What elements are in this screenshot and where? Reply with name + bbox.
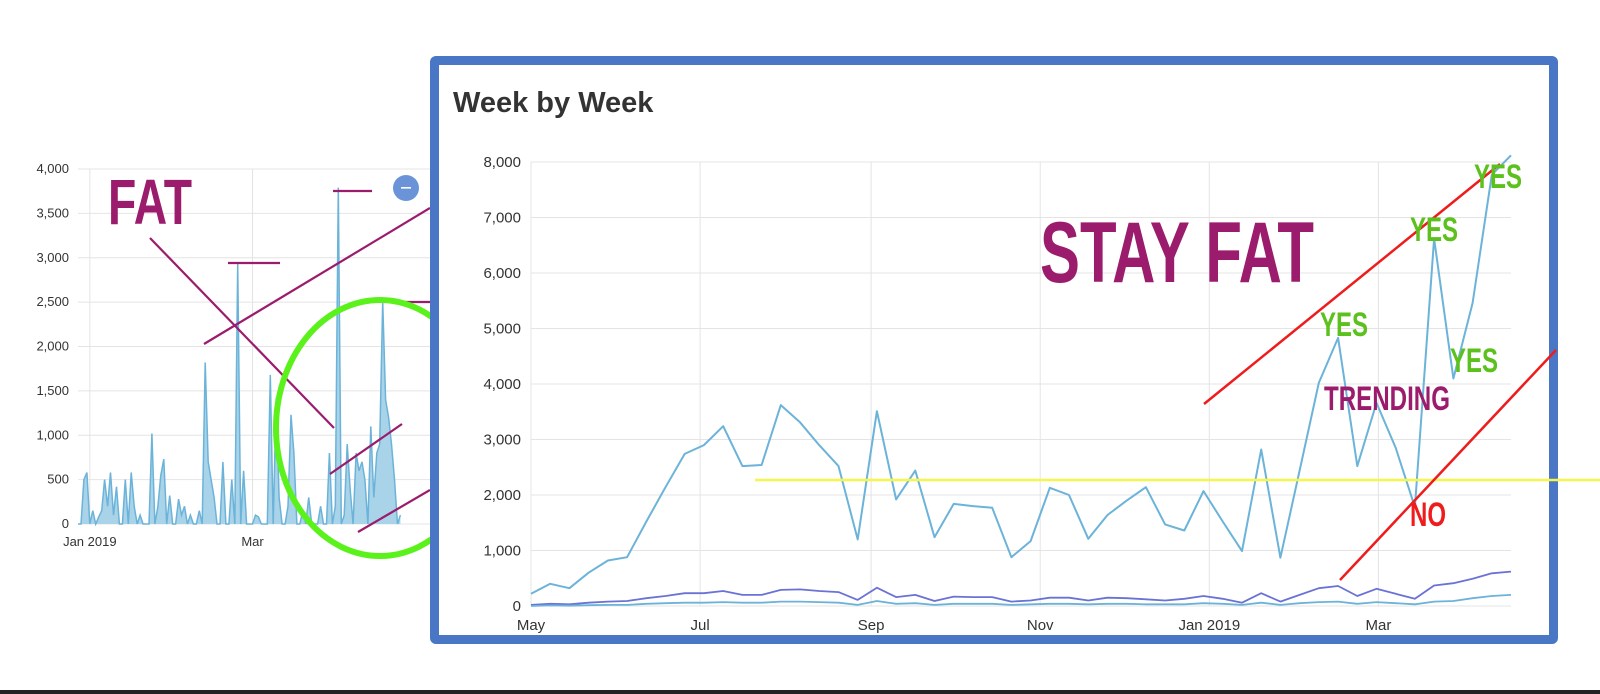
- annotation-trend-line-2: [357, 489, 430, 533]
- y-tick-label: 0: [513, 598, 521, 615]
- y-tick-label: 0: [62, 516, 69, 531]
- panel-title: Week by Week: [453, 87, 654, 119]
- daily-chart: 05001,0001,5002,0002,5003,0003,5004,000 …: [36, 161, 430, 559]
- x-tick-label: Nov: [1027, 617, 1054, 634]
- x-tick-label: Jan 2019: [63, 534, 117, 549]
- y-tick-label: 4,000: [36, 161, 69, 176]
- series-line-minor: [530, 594, 1512, 607]
- y-tick-label: 8,000: [483, 154, 521, 171]
- series-line-total: [530, 154, 1512, 595]
- week-chart-grid: [530, 161, 1511, 607]
- y-tick-label: 1,000: [36, 427, 69, 442]
- minus-icon: [401, 187, 411, 189]
- y-tick-label: 2,500: [36, 294, 69, 309]
- y-tick-label: 7,000: [483, 210, 521, 227]
- collapse-button[interactable]: [393, 175, 419, 201]
- annotation-rising-line: [203, 207, 430, 345]
- x-tick-label: Jan 2019: [1178, 617, 1240, 634]
- y-tick-label: 3,000: [483, 432, 521, 449]
- y-tick-label: 1,500: [36, 383, 69, 398]
- week-chart-series: [530, 154, 1512, 607]
- y-tick-label: 3,000: [36, 250, 69, 265]
- bottom-divider: [0, 690, 1600, 694]
- y-tick-label: 2,000: [483, 487, 521, 504]
- series-line-secondary: [530, 570, 1512, 606]
- daily-chart-y-axis: 0 500 1,000 1,500 2,000 2,500 3,000 3,500 4,000: [36, 161, 69, 531]
- daily-chart-x-axis: Jan 2019 Mar: [63, 534, 264, 549]
- y-tick-label: 5,000: [483, 321, 521, 338]
- x-tick-label: May: [517, 617, 546, 634]
- x-tick-label: Sep: [858, 617, 885, 634]
- x-tick-label: Jul: [691, 617, 710, 634]
- annotation-fat: FAT: [108, 166, 192, 238]
- y-tick-label: 4,000: [483, 376, 521, 393]
- week-by-week-panel: Week by Week 0 1,000 2,000 3,000 4,000 5,000 6…: [430, 56, 1558, 644]
- y-tick-label: 3,500: [36, 205, 69, 220]
- annotation-green-circle: [273, 297, 430, 559]
- y-tick-label: 500: [47, 472, 69, 487]
- daily-series-line: [78, 187, 402, 527]
- y-tick-label: 2,000: [36, 339, 69, 354]
- week-by-week-chart: 0 1,000 2,000 3,000 4,000 5,000 6,000 7,000 8,00…: [483, 154, 1512, 634]
- x-tick-label: Mar: [1365, 617, 1391, 634]
- week-chart-y-axis: 0 1,000 2,000 3,000 4,000 5,000 6,000 7,000 8,00…: [483, 154, 521, 615]
- annotation-trend-line-1: [329, 423, 403, 475]
- week-chart-x-axis: May Jul Sep Nov Jan 2019 Mar: [517, 617, 1392, 634]
- y-tick-label: 1,000: [483, 543, 521, 560]
- annotation-fat-line: [149, 237, 335, 429]
- y-tick-label: 6,000: [483, 265, 521, 282]
- x-tick-label: Mar: [241, 534, 264, 549]
